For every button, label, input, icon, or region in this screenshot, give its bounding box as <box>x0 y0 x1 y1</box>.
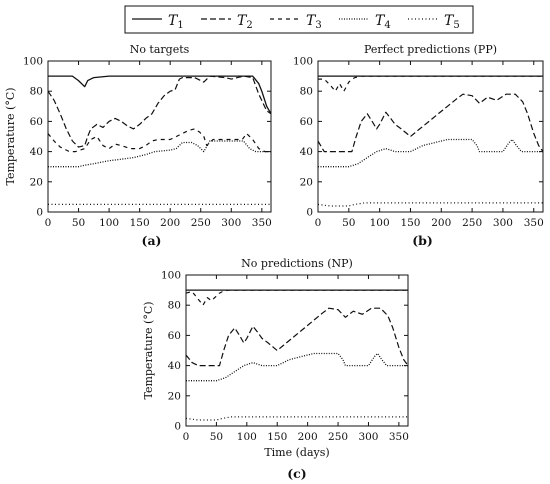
y-tick-label: 20 <box>300 176 313 188</box>
series-group <box>48 75 271 205</box>
legend-label-4: T4 <box>375 13 391 31</box>
panel-a: 0 50 100 150 200 250 300 350 0 20 40 60 80 100 No targ… <box>4 43 272 248</box>
panel-label: (a) <box>142 233 162 248</box>
x-tick-label: 100 <box>237 431 257 443</box>
series-line-t4 <box>186 352 408 382</box>
x-tick-label: 100 <box>99 217 119 229</box>
x-tick-label: 300 <box>493 217 513 229</box>
y-tick-label: 20 <box>168 390 181 402</box>
series-line-t5 <box>186 416 408 421</box>
series-line-t5 <box>318 202 543 207</box>
series-line-t2 <box>318 93 543 153</box>
x-tick-label: 200 <box>160 217 180 229</box>
x-tick-label: 0 <box>45 217 52 229</box>
series-line-t4 <box>318 138 543 168</box>
y-tick-label: 80 <box>168 300 181 312</box>
x-tick-label: 350 <box>389 431 409 443</box>
y-tick-label: 100 <box>161 270 181 282</box>
x-axis-label: Time (days) <box>264 446 329 459</box>
y-tick-label: 40 <box>168 360 181 372</box>
series-line-t3 <box>318 75 543 92</box>
series-line-t3 <box>186 289 408 306</box>
y-tick-label: 60 <box>300 116 313 128</box>
x-tick-label: 250 <box>191 217 211 229</box>
plot-frame <box>47 60 272 213</box>
x-tick-label: 150 <box>400 217 420 229</box>
x-tick-label: 350 <box>524 217 544 229</box>
x-tick-label: 50 <box>342 217 355 229</box>
legend-label-5: T5 <box>444 13 460 31</box>
x-tick-label: 300 <box>358 431 378 443</box>
y-tick-label: 0 <box>174 421 181 433</box>
chart-title: No predictions (NP) <box>241 257 353 270</box>
x-tick-label: 350 <box>252 217 272 229</box>
x-tick-label: 50 <box>210 431 223 443</box>
legend-label-1: T1 <box>168 13 184 31</box>
x-tick-label: 0 <box>183 431 190 443</box>
panel-b: 0 50 100 150 200 250 300 350 0 20 40 60 80 100 Perfect… <box>293 43 544 248</box>
panel-label: (c) <box>287 466 306 481</box>
x-tick-label: 300 <box>221 217 241 229</box>
x-tick-label: 250 <box>462 217 482 229</box>
y-tick-label: 80 <box>30 86 43 98</box>
x-tick-label: 250 <box>328 431 348 443</box>
x-tick-label: 100 <box>370 217 390 229</box>
y-tick-label: 60 <box>30 116 43 128</box>
y-tick-label: 0 <box>36 207 43 219</box>
chart-title: Perfect predictions (PP) <box>364 43 497 56</box>
x-tick-label: 150 <box>130 217 150 229</box>
series-line-t4 <box>48 140 271 168</box>
series-line-t2 <box>48 75 271 148</box>
y-tick-label: 40 <box>300 146 313 158</box>
series-group <box>318 75 543 207</box>
chart-title: No targets <box>130 43 190 56</box>
legend-label-2: T2 <box>237 13 253 31</box>
x-tick-label: 150 <box>267 431 287 443</box>
y-axis-label: Temperature (°C) <box>4 87 17 185</box>
series-line-t3 <box>48 128 271 153</box>
x-tick-label: 200 <box>298 431 318 443</box>
x-tick-label: 0 <box>315 217 322 229</box>
legend: T1 T2 T3 T4 T5 <box>124 5 474 34</box>
y-tick-label: 100 <box>293 56 313 68</box>
x-tick-label: 50 <box>72 217 85 229</box>
y-tick-label: 20 <box>30 176 43 188</box>
series-group <box>186 289 408 421</box>
y-tick-label: 40 <box>30 146 43 158</box>
y-axis-label: Temperature (°C) <box>142 301 155 399</box>
plot-frame <box>317 60 544 213</box>
series-line-t2 <box>186 307 408 367</box>
plot-frame <box>185 274 409 427</box>
series-line-t1 <box>48 75 271 115</box>
x-tick-label: 200 <box>431 217 451 229</box>
panel-label: (b) <box>412 233 433 248</box>
y-tick-label: 80 <box>300 86 313 98</box>
y-tick-label: 100 <box>23 56 43 68</box>
panel-c: 0 50 100 150 200 250 300 350 0 20 40 60 80 100 No pred… <box>142 257 409 481</box>
y-tick-label: 60 <box>168 330 181 342</box>
y-tick-label: 0 <box>306 207 313 219</box>
legend-label-3: T3 <box>306 13 322 31</box>
